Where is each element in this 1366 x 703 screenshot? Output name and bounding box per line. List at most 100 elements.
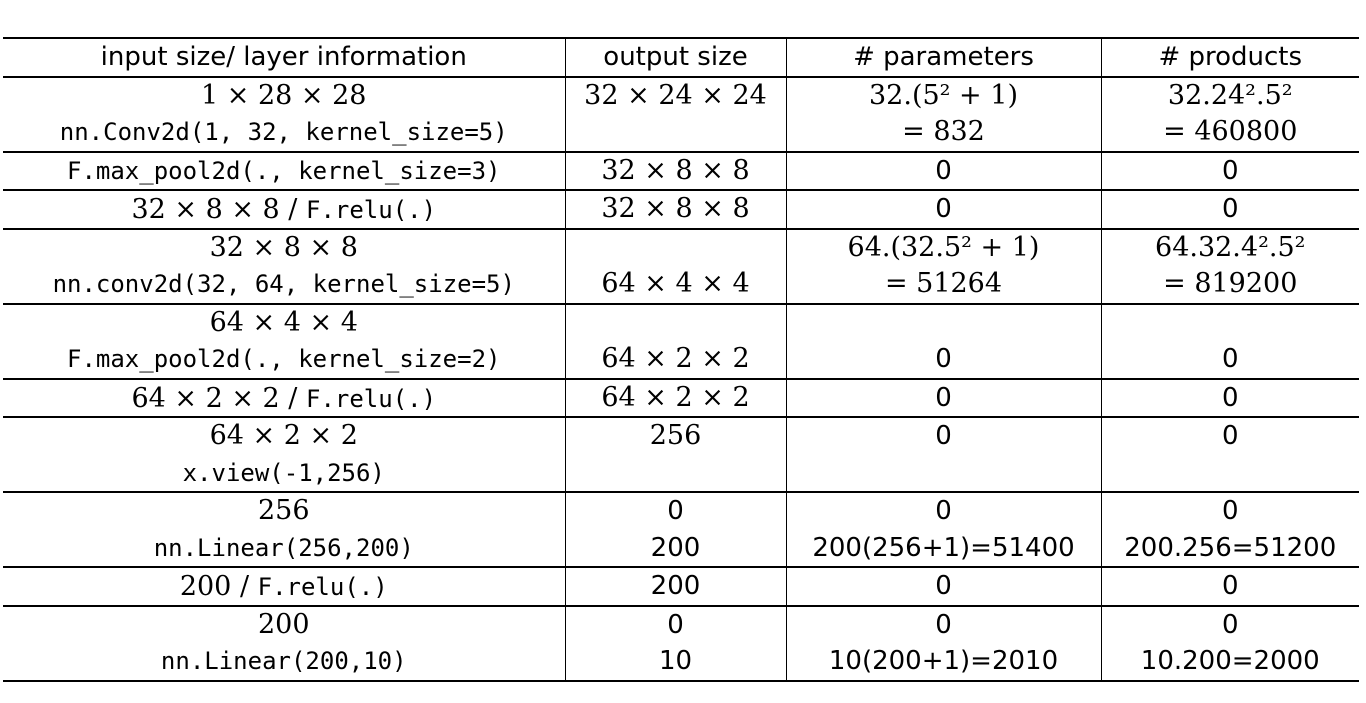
- table-row: 32 × 8 × 8 nn.conv2d(32, 64, kernel_size…: [3, 228, 1359, 304]
- products-value: 0: [1221, 155, 1239, 186]
- params-value: = 51264: [884, 268, 1003, 299]
- cell-input: F.max_pool2d(., kernel_size=3): [3, 151, 566, 190]
- layer-table: input size/ layer information output siz…: [3, 37, 1359, 682]
- cell-params: 0: [785, 190, 1102, 229]
- layer-code: x.view(-1,256): [182, 458, 385, 487]
- cell-products: 0: [1100, 378, 1359, 417]
- cell-params: 0: [785, 378, 1102, 417]
- output-size: 10: [658, 646, 693, 676]
- input-dim: 32 × 8 × 8: [209, 231, 358, 263]
- output-size: 64 × 2 × 2: [601, 381, 750, 413]
- layer-code: nn.Conv2d(1, 32, kernel_size=5): [59, 118, 508, 146]
- layer-code: F.relu(.): [306, 384, 437, 413]
- cell-input: 32 × 8 × 8 nn.conv2d(32, 64, kernel_size…: [3, 228, 566, 304]
- input-dim: 256: [257, 495, 310, 526]
- output-size: 32 × 24 × 24: [584, 79, 767, 111]
- cell-output: 0 200: [564, 492, 787, 567]
- layer-code: F.relu(.): [306, 196, 437, 224]
- output-size: 0: [667, 496, 684, 526]
- output-size: 256: [649, 420, 702, 451]
- params-value: = 832: [902, 116, 985, 147]
- cell-products: 0: [1100, 567, 1359, 606]
- params-formula: 64.(32.5² + 1): [847, 231, 1040, 263]
- input-dim: 32 × 8 × 8 /: [131, 194, 306, 225]
- products-value: 0: [1221, 382, 1239, 413]
- layer-code: F.max_pool2d(., kernel_size=3): [67, 156, 501, 185]
- params-value: 0: [935, 382, 952, 413]
- output-size: 200: [650, 532, 701, 563]
- table-row: F.max_pool2d(., kernel_size=3) 32 × 8 × …: [3, 151, 1359, 190]
- cell-params: 0: [785, 151, 1102, 190]
- output-size: 32 × 8 × 8: [601, 193, 750, 224]
- products-formula: 32.24².5²: [1167, 79, 1293, 111]
- params-formula: 10(200+1)=2010: [828, 646, 1059, 676]
- header-output-size: output size: [564, 38, 787, 77]
- cell-input: 32 × 8 × 8 / F.relu(.): [3, 190, 566, 229]
- cell-output: 32 × 8 × 8: [564, 151, 787, 190]
- products-value: 0: [1221, 609, 1239, 640]
- products-formula: 10.200=2000: [1140, 646, 1320, 676]
- params-value: 0: [935, 194, 952, 224]
- cell-products: 64.32.4².5² = 819200: [1100, 228, 1359, 304]
- cell-input: 64 × 2 × 2 / F.relu(.): [3, 378, 566, 417]
- cell-output: 32 × 24 × 24: [564, 76, 787, 152]
- products-value: 0: [1221, 571, 1239, 601]
- output-size: 64 × 2 × 2: [601, 343, 750, 374]
- header-parameters: # parameters: [785, 38, 1102, 77]
- cell-products: 0 10.200=2000: [1100, 605, 1359, 681]
- cell-input: 64 × 4 × 4 F.max_pool2d(., kernel_size=2…: [3, 303, 566, 379]
- table-row: 200 / F.relu(.) 200 0 0: [3, 567, 1359, 606]
- layer-code: nn.Linear(200,10): [160, 647, 407, 675]
- cell-products: 0 200.256=51200: [1100, 492, 1359, 567]
- params-value: 0: [935, 155, 952, 186]
- params-value: 0: [935, 609, 952, 640]
- cell-params: 0 10(200+1)=2010: [785, 605, 1102, 681]
- cell-output: 64 × 4 × 4: [564, 228, 787, 304]
- output-size: 200: [650, 571, 701, 601]
- layer-code: nn.conv2d(32, 64, kernel_size=5): [52, 270, 515, 298]
- table-row: 64 × 4 × 4 F.max_pool2d(., kernel_size=2…: [3, 303, 1359, 379]
- header-row: input size/ layer information output siz…: [3, 38, 1359, 77]
- params-formula: 32.(5² + 1): [869, 79, 1018, 111]
- cell-params: 0 200(256+1)=51400: [785, 492, 1102, 567]
- table-row: 32 × 8 × 8 / F.relu(.) 32 × 8 × 8 0 0: [3, 190, 1359, 229]
- cell-products: 32.24².5² = 460800: [1100, 76, 1359, 152]
- cell-input: 200 nn.Linear(200,10): [3, 605, 566, 681]
- input-dim: 200 /: [179, 571, 258, 602]
- table-row: 1 × 28 × 28 nn.Conv2d(1, 32, kernel_size…: [3, 76, 1359, 152]
- cell-params: 0: [785, 303, 1102, 379]
- output-size: 32 × 8 × 8: [601, 154, 750, 186]
- layer-code: F.max_pool2d(., kernel_size=2): [67, 345, 501, 373]
- layer-code: nn.Linear(256,200): [153, 533, 414, 562]
- cell-output: 0 10: [564, 605, 787, 681]
- cell-params: 64.(32.5² + 1) = 51264: [785, 228, 1102, 304]
- header-products: # products: [1100, 38, 1359, 77]
- params-value: 0: [935, 571, 952, 601]
- products-value: 0: [1221, 344, 1239, 374]
- cell-params: 0: [785, 417, 1102, 492]
- products-value: 0: [1221, 496, 1239, 526]
- cell-products: 0: [1100, 151, 1359, 190]
- cell-output: 200: [564, 567, 787, 606]
- params-value: 0: [935, 421, 952, 451]
- input-dim: 64 × 4 × 4: [209, 306, 358, 338]
- cell-params: 32.(5² + 1) = 832: [785, 76, 1102, 152]
- products-value: = 819200: [1163, 268, 1298, 299]
- table-row: 200 nn.Linear(200,10) 0 10 0 10(200+1)=2…: [3, 605, 1359, 681]
- cell-products: 0: [1100, 190, 1359, 229]
- products-formula: 64.32.4².5²: [1155, 231, 1306, 263]
- cell-products: 0: [1100, 303, 1359, 379]
- cell-input: 64 × 2 × 2 x.view(-1,256): [3, 417, 566, 492]
- cell-output: 256: [564, 417, 787, 492]
- input-dim: 64 × 2 × 2 /: [131, 382, 306, 414]
- cell-params: 0: [785, 567, 1102, 606]
- products-formula: 200.256=51200: [1124, 532, 1337, 563]
- products-value: 0: [1221, 194, 1239, 224]
- cell-output: 64 × 2 × 2: [564, 303, 787, 379]
- header-input: input size/ layer information: [3, 38, 566, 77]
- products-value: = 460800: [1163, 116, 1298, 147]
- cell-output: 64 × 2 × 2: [564, 378, 787, 417]
- products-value: 0: [1221, 421, 1239, 451]
- output-size: 0: [667, 609, 684, 640]
- params-value: 0: [935, 344, 952, 374]
